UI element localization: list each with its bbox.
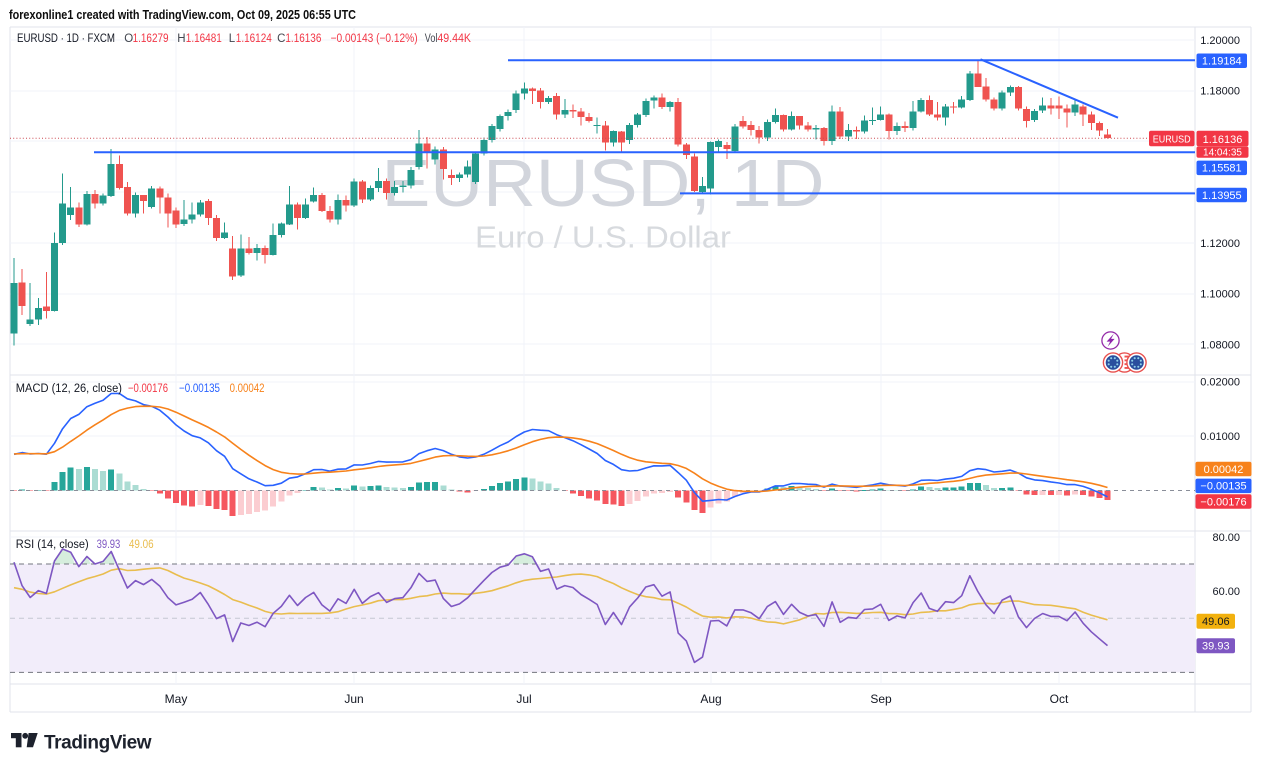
svg-text:14:04:35: 14:04:35 — [1203, 148, 1242, 159]
svg-text:0.00042: 0.00042 — [1204, 464, 1244, 476]
svg-text:1.16124: 1.16124 — [236, 33, 273, 45]
svg-text:0.02000: 0.02000 — [1200, 377, 1240, 389]
svg-text:1.19184: 1.19184 — [1202, 56, 1242, 68]
svg-text:Sep: Sep — [870, 692, 892, 706]
svg-text:Aug: Aug — [700, 692, 721, 706]
svg-text:Jun: Jun — [344, 692, 363, 706]
svg-text:May: May — [165, 692, 188, 706]
svg-text:1.18000: 1.18000 — [1200, 86, 1240, 98]
svg-text:H: H — [177, 33, 185, 45]
svg-text:−0.00176: −0.00176 — [128, 383, 168, 395]
svg-text:EURUSD · 1D · FXCM: EURUSD · 1D · FXCM — [17, 33, 115, 45]
svg-text:49.06: 49.06 — [1202, 616, 1230, 628]
svg-text:60.00: 60.00 — [1212, 586, 1240, 598]
svg-text:49.06: 49.06 — [129, 539, 154, 551]
svg-text:1.12000: 1.12000 — [1200, 238, 1240, 250]
svg-text:−0.00135: −0.00135 — [179, 383, 220, 395]
svg-text:0.01000: 0.01000 — [1200, 431, 1240, 443]
svg-text:Euro / U.S. Dollar: Euro / U.S. Dollar — [475, 220, 731, 255]
svg-text:−0.00143 (−0.12%): −0.00143 (−0.12%) — [331, 33, 418, 45]
svg-text:1.10000: 1.10000 — [1200, 289, 1240, 301]
svg-text:1.15581: 1.15581 — [1202, 163, 1242, 175]
svg-text:1.16136: 1.16136 — [1203, 134, 1243, 146]
svg-text:1.20000: 1.20000 — [1200, 35, 1240, 47]
svg-text:39.93: 39.93 — [97, 539, 121, 551]
svg-text:L: L — [229, 33, 236, 45]
svg-text:1.16279: 1.16279 — [133, 33, 169, 45]
svg-text:C: C — [277, 33, 285, 45]
svg-text:forexonline1 created with Trad: forexonline1 created with TradingView.co… — [9, 7, 357, 22]
svg-text:EURUSD, 1D: EURUSD, 1D — [382, 146, 825, 221]
svg-text:1.13955: 1.13955 — [1202, 190, 1242, 202]
svg-text:49.44K: 49.44K — [437, 33, 471, 45]
svg-text:Vol: Vol — [425, 33, 438, 45]
svg-text:TradingView: TradingView — [44, 733, 152, 754]
svg-text:−0.00176: −0.00176 — [1200, 496, 1246, 508]
svg-text:EURUSD: EURUSD — [1153, 134, 1191, 146]
svg-text:1.08000: 1.08000 — [1200, 340, 1240, 352]
svg-text:−0.00135: −0.00135 — [1200, 481, 1246, 493]
svg-text:Jul: Jul — [516, 692, 531, 706]
svg-text:0.00042: 0.00042 — [230, 383, 265, 395]
svg-text:80.00: 80.00 — [1212, 532, 1240, 544]
svg-text:1.16481: 1.16481 — [186, 33, 222, 45]
svg-text:Oct: Oct — [1050, 692, 1069, 706]
svg-text:O: O — [124, 33, 133, 45]
svg-text:MACD (12, 26, close): MACD (12, 26, close) — [16, 383, 122, 395]
svg-text:39.93: 39.93 — [1202, 641, 1230, 653]
svg-text:RSI (14, close): RSI (14, close) — [16, 539, 89, 551]
svg-text:1.16136: 1.16136 — [285, 33, 321, 45]
